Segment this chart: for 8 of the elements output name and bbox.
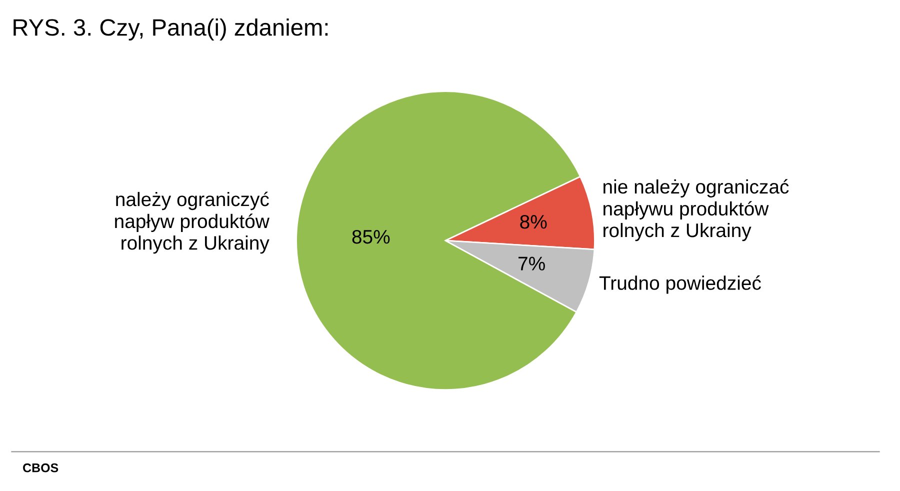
slice-label: Trudno powiedzieć [599, 275, 761, 294]
slice-label: należy ograniczyć napływ produktów rolnych z Ukrainy [115, 192, 270, 254]
data-label: 8% [520, 214, 547, 229]
data-label: 7% [518, 256, 545, 270]
chart-title: RYS. 3. Czy, Pana(i) zdaniem: [14, 18, 328, 40]
text: CBOS [23, 463, 58, 472]
data-label: 85% [352, 230, 390, 244]
slice-label: nie należy ograniczać napływu produktów rolnych z Ukrainy [604, 179, 789, 242]
